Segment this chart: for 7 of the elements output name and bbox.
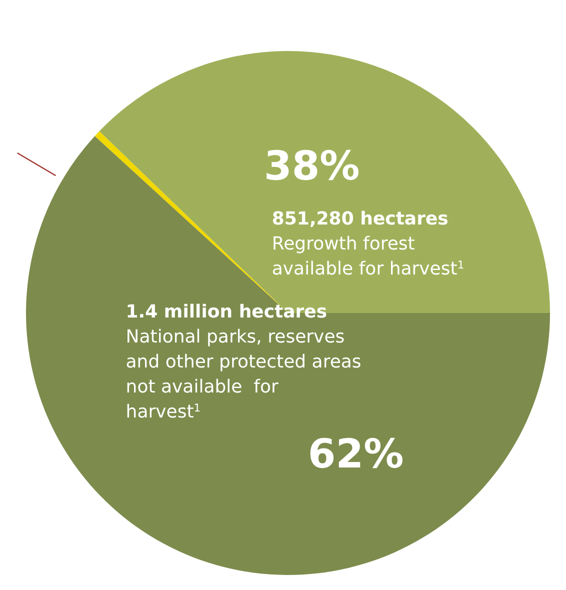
text: 1.4 million hectares bbox=[126, 301, 328, 322]
data-label: 38% bbox=[264, 143, 360, 190]
pie-slice bbox=[26, 136, 550, 575]
slice-label: National parks, reserves and other protected areas not available for harvest$^{1}$ bbox=[126, 326, 362, 422]
slice-label: Regrowth forest available for harvest$^{1}$ bbox=[272, 233, 464, 280]
data-label: 62% bbox=[308, 431, 404, 478]
text: 851,280 hectares bbox=[272, 208, 448, 230]
